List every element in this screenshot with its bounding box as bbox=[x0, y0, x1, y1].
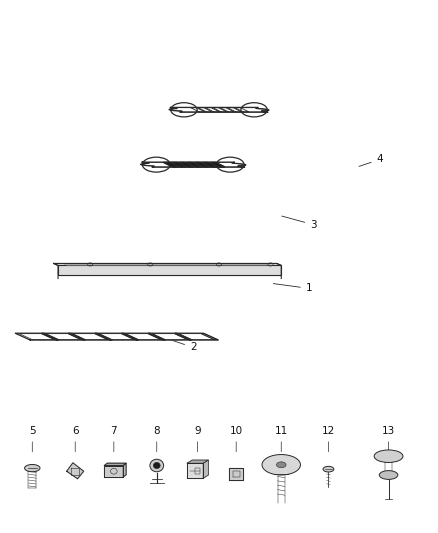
Text: 12: 12 bbox=[322, 426, 335, 452]
Polygon shape bbox=[123, 463, 126, 477]
Polygon shape bbox=[187, 460, 208, 463]
Ellipse shape bbox=[262, 455, 300, 475]
Polygon shape bbox=[95, 334, 112, 340]
Polygon shape bbox=[179, 163, 194, 167]
Text: 13: 13 bbox=[382, 426, 395, 452]
Polygon shape bbox=[121, 334, 138, 340]
Ellipse shape bbox=[379, 471, 398, 479]
Polygon shape bbox=[53, 263, 281, 265]
Ellipse shape bbox=[25, 464, 40, 472]
Polygon shape bbox=[194, 163, 209, 167]
Text: 3: 3 bbox=[282, 216, 317, 230]
Ellipse shape bbox=[323, 466, 334, 472]
Polygon shape bbox=[175, 334, 191, 340]
Ellipse shape bbox=[150, 459, 164, 472]
Polygon shape bbox=[72, 334, 108, 340]
Polygon shape bbox=[99, 334, 134, 340]
Polygon shape bbox=[152, 334, 187, 340]
Text: 6: 6 bbox=[72, 426, 78, 452]
Polygon shape bbox=[126, 334, 161, 340]
Polygon shape bbox=[15, 333, 59, 340]
Polygon shape bbox=[179, 334, 214, 340]
Polygon shape bbox=[42, 334, 59, 340]
Polygon shape bbox=[58, 265, 281, 275]
Bar bbox=[195, 469, 200, 474]
Polygon shape bbox=[210, 163, 225, 167]
Ellipse shape bbox=[276, 462, 286, 467]
Polygon shape bbox=[171, 163, 186, 167]
Text: 9: 9 bbox=[194, 426, 201, 452]
Text: 10: 10 bbox=[230, 426, 243, 452]
Ellipse shape bbox=[153, 462, 160, 469]
Polygon shape bbox=[175, 333, 218, 340]
Polygon shape bbox=[148, 333, 192, 340]
Polygon shape bbox=[187, 463, 203, 478]
Polygon shape bbox=[230, 468, 243, 480]
Text: 5: 5 bbox=[29, 426, 35, 452]
Polygon shape bbox=[95, 333, 138, 340]
Polygon shape bbox=[201, 334, 218, 340]
Polygon shape bbox=[202, 163, 217, 167]
Text: 4: 4 bbox=[359, 155, 383, 166]
Polygon shape bbox=[67, 463, 84, 479]
Polygon shape bbox=[148, 334, 165, 340]
Polygon shape bbox=[68, 333, 112, 340]
Text: 1: 1 bbox=[273, 284, 312, 294]
Polygon shape bbox=[104, 463, 126, 465]
Polygon shape bbox=[122, 333, 165, 340]
Polygon shape bbox=[42, 333, 85, 340]
Text: 11: 11 bbox=[275, 426, 288, 452]
Polygon shape bbox=[187, 163, 201, 167]
Polygon shape bbox=[104, 465, 123, 477]
Text: 7: 7 bbox=[110, 426, 117, 452]
Ellipse shape bbox=[374, 450, 403, 463]
Polygon shape bbox=[68, 334, 85, 340]
Polygon shape bbox=[203, 460, 208, 478]
Text: 2: 2 bbox=[157, 335, 197, 352]
Text: 8: 8 bbox=[153, 426, 160, 452]
Polygon shape bbox=[163, 163, 178, 167]
Polygon shape bbox=[19, 334, 55, 340]
Polygon shape bbox=[46, 334, 81, 340]
